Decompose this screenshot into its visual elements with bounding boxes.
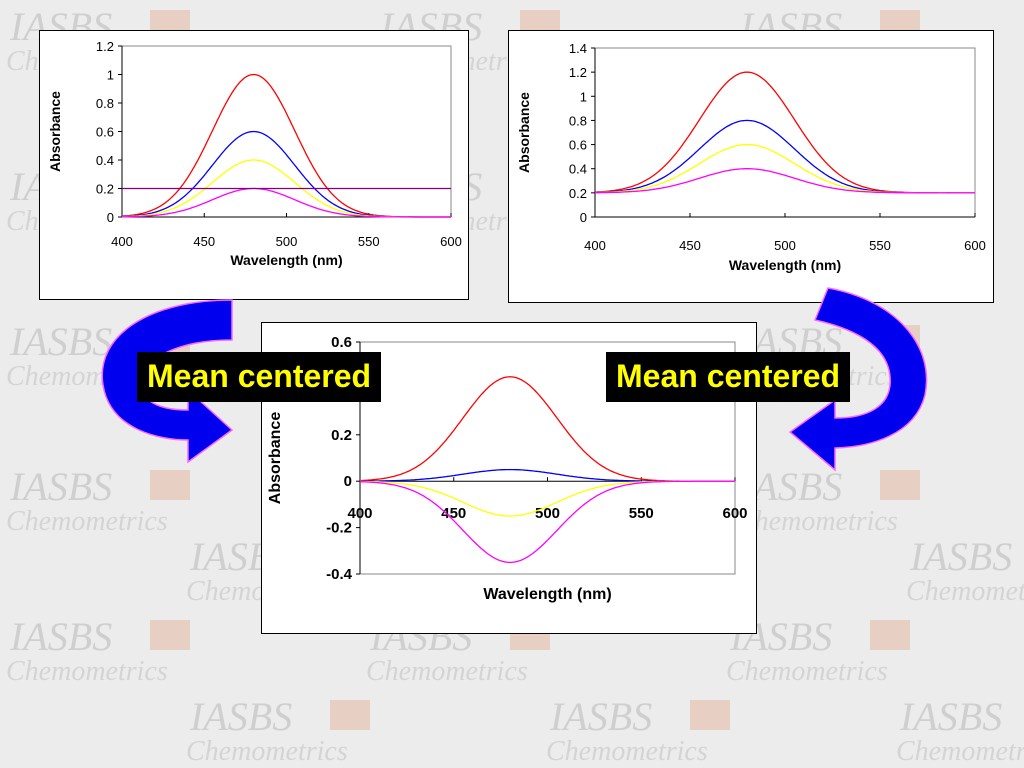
watermark-logo-text: IASBS (9, 319, 112, 364)
right-curved-arrow-icon (788, 287, 928, 472)
watermark-subtitle-text: Chemometrics (6, 506, 168, 537)
y-tick-label: 0.4 (569, 162, 587, 177)
watermark-logo-text: IASBS (899, 694, 1002, 739)
y-tick-label: 1 (580, 89, 587, 104)
x-tick-label: 600 (964, 238, 986, 253)
watermark-logo-icon (150, 470, 190, 500)
x-tick-label: 550 (629, 505, 654, 522)
y-tick-label: 1.2 (96, 39, 114, 54)
watermark-subtitle-text: Chemometrics (726, 656, 888, 687)
x-tick-label: 400 (584, 238, 606, 253)
y-tick-label: 0.2 (96, 182, 114, 197)
y-tick-label: 0.6 (331, 334, 352, 351)
watermark-subtitle-text: Chemometrics (736, 506, 898, 537)
chart-offset-spectra: 0 0.2 0.4 0.6 0.8 1 1.2 1.4 400 450 500 550 600 Wavel… (508, 30, 994, 303)
x-tick-label: 550 (869, 238, 891, 253)
watermark-logo-text: IASBS (909, 534, 1012, 579)
x-tick-label: 600 (440, 234, 462, 249)
y-tick-label: 1 (107, 68, 114, 83)
x-tick-label: 550 (358, 234, 380, 249)
x-tick-label: 450 (441, 505, 466, 522)
watermark-logo-icon (150, 620, 190, 650)
watermark-subtitle-text: Chemometrics (546, 736, 708, 767)
watermark-logo-icon (870, 620, 910, 650)
x-tick-label: 600 (722, 505, 747, 522)
x-tick-label: 450 (679, 238, 701, 253)
y-tick-label: 1.4 (569, 41, 587, 56)
watermark-logo-text: IASBS (9, 464, 112, 509)
watermark-logo-icon (880, 470, 920, 500)
x-tick-label: 400 (111, 234, 133, 249)
y-tick-label: -0.4 (326, 566, 353, 583)
mean-centered-callout-right: Mean centered (606, 352, 851, 402)
y-tick-label: 0.6 (96, 125, 114, 140)
watermark-subtitle-text: Chemometrics (6, 656, 168, 687)
y-tick-label: 0.2 (331, 427, 352, 444)
watermark-logo-text: IASBS (189, 694, 292, 739)
series-line-4 (595, 168, 975, 194)
watermark-subtitle-text: Chemometrics (186, 736, 348, 767)
x-axis-label: Wavelength (nm) (230, 252, 342, 268)
watermark-logo-text: IASBS (549, 694, 652, 739)
watermark-logo-icon (330, 700, 370, 730)
y-tick-label: 0.8 (569, 113, 587, 128)
x-tick-label: 450 (193, 234, 215, 249)
y-tick-label: 0 (580, 210, 587, 225)
x-tick-label: 500 (276, 234, 298, 249)
y-axis-label: Absorbance (267, 412, 284, 505)
y-tick-label: 1.2 (569, 65, 587, 80)
watermark-subtitle-text: Chemometrics (906, 576, 1024, 607)
y-tick-label: 0.8 (96, 96, 114, 111)
mean-centered-callout-left: Mean centered (137, 352, 382, 402)
chart-raw-spectra: 0 0.2 0.4 0.6 0.8 1 1.2 400 450 500 550 600 Waveleng… (39, 30, 469, 300)
x-axis-label: Wavelength (nm) (483, 586, 611, 603)
watermark-logo-text: IASBS (9, 614, 112, 659)
y-tick-label: 0.4 (96, 153, 114, 168)
watermark-subtitle-text: Chemometrics (896, 736, 1024, 767)
y-tick-label: 0.2 (569, 186, 587, 201)
x-tick-label: 400 (347, 505, 372, 522)
y-axis-label: Absorbance (516, 92, 532, 173)
x-axis-label: Wavelength (nm) (729, 257, 841, 273)
y-tick-label: 0 (107, 210, 114, 225)
y-tick-label: -0.2 (326, 520, 352, 537)
y-tick-label: 0 (344, 473, 352, 490)
series-line-4 (122, 187, 451, 218)
watermark-subtitle-text: Chemometrics (366, 656, 528, 687)
x-tick-label: 500 (774, 238, 796, 253)
y-tick-label: 0.6 (569, 138, 587, 153)
series-line-4 (359, 480, 735, 564)
y-axis-label: Absorbance (47, 91, 63, 172)
watermark-logo-icon (690, 700, 730, 730)
